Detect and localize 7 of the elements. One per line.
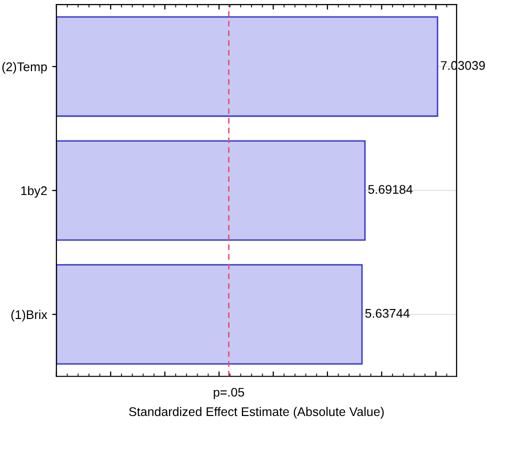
x-axis-title: Standardized Effect Estimate (Absolute Value) xyxy=(129,406,384,419)
y-tick-label: (1)Brix xyxy=(11,310,48,322)
data-label: 5.63744 xyxy=(365,308,410,318)
y-tick-label: 1by2 xyxy=(21,186,47,198)
data-label: 5.69184 xyxy=(368,184,413,194)
y-tick-label: (2)Temp xyxy=(2,62,47,74)
ref-line-label: p=.05 xyxy=(214,388,244,400)
